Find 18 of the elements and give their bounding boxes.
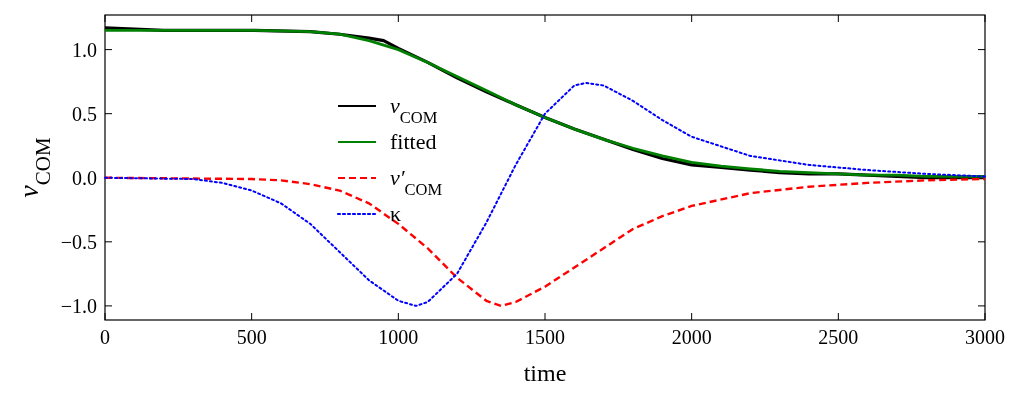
y-tick-label: −0.5 (60, 230, 97, 253)
y-tick-label: 0.5 (72, 102, 97, 125)
x-tick-label: 1000 (378, 326, 419, 348)
legend-label: v′$_{COM}$ (390, 165, 443, 199)
y-tick-label: 1.0 (72, 38, 97, 61)
y-tick-label: 0.0 (72, 166, 97, 189)
x-tick-label: 3000 (965, 326, 1005, 348)
x-tick-label: 0 (100, 326, 110, 348)
x-axis-title: time (523, 360, 567, 386)
x-tick-label: 500 (236, 326, 267, 348)
y-tick-label: −1.0 (60, 294, 97, 317)
x-tick-label: 1500 (525, 326, 565, 348)
legend-label: v$_{COM}$ (390, 93, 438, 127)
line-series (104, 81, 986, 307)
x-tick-label: 2000 (671, 326, 712, 348)
legend-label: fitted (390, 129, 437, 154)
legend-label: κ (390, 201, 402, 226)
x-tick-label: 2500 (818, 326, 859, 348)
